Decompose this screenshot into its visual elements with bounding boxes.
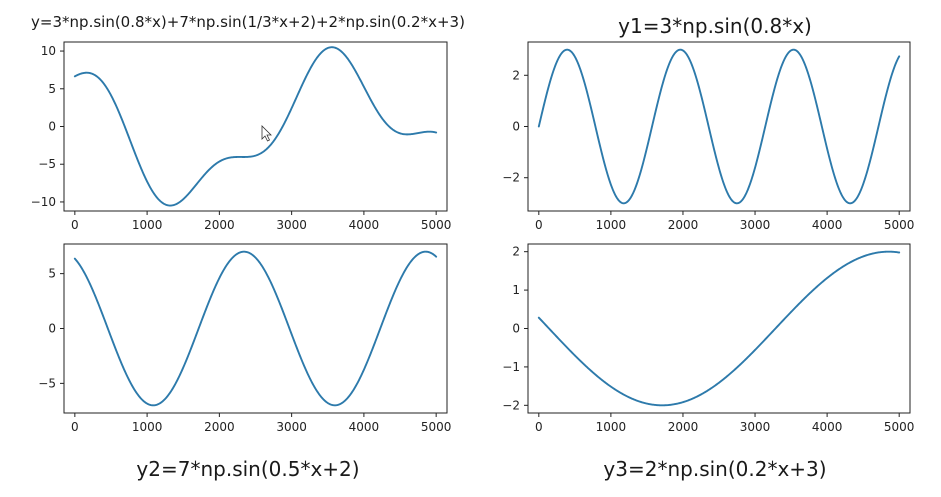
axes-frame <box>527 243 911 414</box>
x-tick-label: 1000 <box>596 420 627 434</box>
tick-group: 0 1000 2000 3000 4000 5000 −10 −5 0 5 10 <box>31 44 452 232</box>
chart-title-y2: y2=7*np.sin(0.5*x+2) <box>136 457 359 481</box>
y-tick-label: −2 <box>502 171 520 185</box>
chart-title-y1: y1=3*np.sin(0.8*x) <box>618 14 812 38</box>
x-tick-label: 0 <box>535 218 543 232</box>
x-tick-label: 4000 <box>812 420 843 434</box>
y-tick-label: −1 <box>502 360 520 374</box>
series-line-y2 <box>73 250 438 407</box>
y-tick-label: 1 <box>512 283 520 297</box>
axes-frame <box>63 243 448 414</box>
x-tick-label: 1000 <box>132 218 163 232</box>
x-tick-label: 1000 <box>596 218 627 232</box>
x-tick-label: 4000 <box>349 420 380 434</box>
subplot-y3: y3=2*np.sin(0.2*x+3) 0 1000 2000 3000 4000 50… <box>502 243 914 481</box>
y-tick-label: −5 <box>38 157 56 171</box>
subplot-y2: y2=7*np.sin(0.5*x+2) 0 1000 2000 3000 4000 50… <box>38 243 451 481</box>
y-tick-label: −5 <box>38 376 56 390</box>
x-tick-label: 4000 <box>812 218 843 232</box>
x-tick-label: 3000 <box>276 420 307 434</box>
y-tick-label: −2 <box>502 398 520 412</box>
subplot-y1: y1=3*np.sin(0.8*x) 0 1000 2000 3000 4000 5000… <box>502 14 914 232</box>
series-line-y3 <box>537 250 901 407</box>
tick-group: 0 1000 2000 3000 4000 5000 −2 0 2 <box>502 68 914 232</box>
chart-title-y3: y3=2*np.sin(0.2*x+3) <box>603 457 826 481</box>
series-line-combined <box>73 46 438 207</box>
y-tick-label: 0 <box>512 120 520 134</box>
y-tick-label: 0 <box>512 322 520 336</box>
x-tick-label: 3000 <box>740 420 771 434</box>
x-tick-label: 0 <box>535 420 543 434</box>
x-tick-label: 0 <box>71 218 79 232</box>
y-tick-label: 0 <box>48 322 56 336</box>
mouse-pointer-icon <box>261 125 272 142</box>
x-tick-label: 5000 <box>421 420 452 434</box>
y-tick-label: 5 <box>48 82 56 96</box>
x-tick-label: 5000 <box>884 420 915 434</box>
y-tick-label: 2 <box>512 68 520 82</box>
x-tick-label: 2000 <box>668 218 699 232</box>
x-tick-label: 2000 <box>668 420 699 434</box>
axes-frame <box>63 41 448 212</box>
x-tick-label: 5000 <box>421 218 452 232</box>
y-tick-label: 2 <box>512 245 520 259</box>
series-line-y1 <box>537 48 901 205</box>
x-tick-label: 2000 <box>204 420 235 434</box>
x-tick-label: 5000 <box>884 218 915 232</box>
x-tick-label: 1000 <box>132 420 163 434</box>
tick-group: 0 1000 2000 3000 4000 5000 −2 −1 0 1 2 <box>502 245 914 434</box>
subplot-combined: y=3*np.sin(0.8*x)+7*np.sin(1/3*x+2)+2*np… <box>31 13 465 232</box>
chart-title-combined: y=3*np.sin(0.8*x)+7*np.sin(1/3*x+2)+2*np… <box>31 13 465 31</box>
tick-group: 0 1000 2000 3000 4000 5000 −5 0 5 <box>38 267 451 434</box>
x-tick-label: 3000 <box>276 218 307 232</box>
x-tick-label: 4000 <box>349 218 380 232</box>
x-tick-label: 2000 <box>204 218 235 232</box>
y-tick-label: −10 <box>31 195 56 209</box>
x-tick-label: 0 <box>71 420 79 434</box>
axes-frame <box>527 41 911 212</box>
y-tick-label: 0 <box>48 120 56 134</box>
y-tick-label: 10 <box>41 44 56 58</box>
x-tick-label: 3000 <box>740 218 771 232</box>
y-tick-label: 5 <box>48 267 56 281</box>
